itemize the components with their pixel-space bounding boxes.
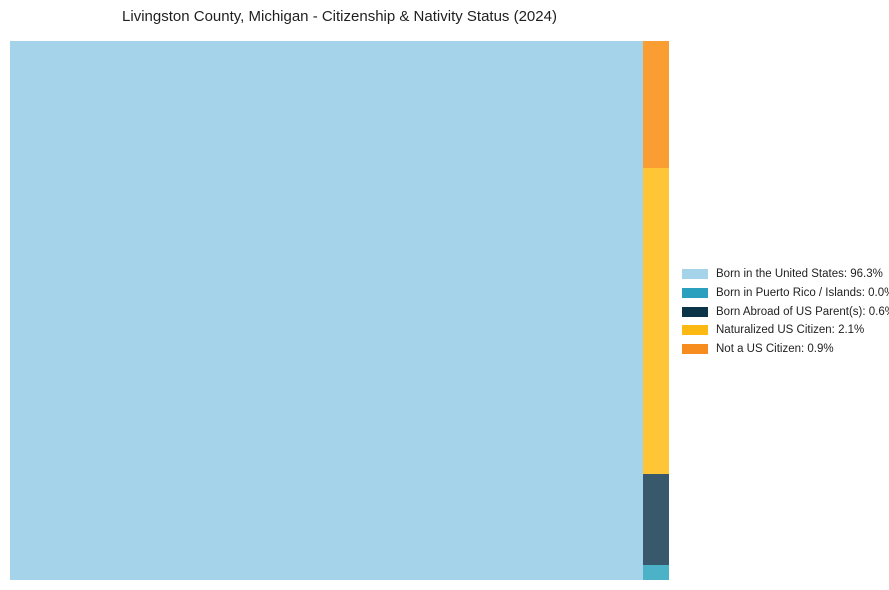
legend-swatch xyxy=(682,288,708,299)
treemap-rect-naturalized-us-citizen[interactable] xyxy=(643,168,669,474)
legend-item-born-in-the-united-states[interactable]: Born in the United States: 96.3% xyxy=(682,265,889,284)
treemap-plot xyxy=(10,41,669,580)
legend-label: Naturalized US Citizen: 2.1% xyxy=(716,324,865,337)
treemap-rect-born-abroad-of-us-parent-s[interactable] xyxy=(643,474,669,565)
legend-item-born-abroad-of-us-parent-s[interactable]: Born Abroad of US Parent(s): 0.6% xyxy=(682,302,889,321)
legend-swatch xyxy=(682,344,708,355)
treemap-rect-born-in-the-united-states[interactable] xyxy=(10,41,643,580)
legend-swatch xyxy=(682,325,708,336)
treemap-rect-born-in-puerto-rico-islands[interactable] xyxy=(643,565,669,580)
legend-item-not-a-us-citizen[interactable]: Not a US Citizen: 0.9% xyxy=(682,340,889,359)
legend-item-naturalized-us-citizen[interactable]: Naturalized US Citizen: 2.1% xyxy=(682,321,889,340)
treemap-minor-column xyxy=(643,41,669,580)
legend: Born in the United States: 96.3% Born in … xyxy=(682,265,889,358)
chart-title: Livingston County, Michigan - Citizenshi… xyxy=(122,8,557,25)
legend-swatch xyxy=(682,269,708,280)
treemap-rect-not-a-us-citizen[interactable] xyxy=(643,41,669,168)
legend-label: Not a US Citizen: 0.9% xyxy=(716,343,834,356)
legend-label: Born Abroad of US Parent(s): 0.6% xyxy=(716,305,889,318)
legend-label: Born in Puerto Rico / Islands: 0.0% xyxy=(716,287,889,300)
legend-swatch xyxy=(682,306,708,317)
legend-item-born-in-puerto-rico-islands[interactable]: Born in Puerto Rico / Islands: 0.0% xyxy=(682,284,889,303)
legend-label: Born in the United States: 96.3% xyxy=(716,268,883,281)
